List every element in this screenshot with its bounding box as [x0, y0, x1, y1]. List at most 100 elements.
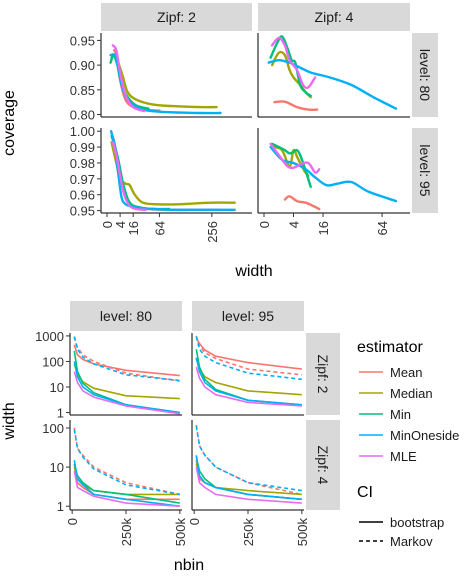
series-line-minoneside [267, 58, 398, 110]
x-tick-label: 250k [241, 518, 256, 547]
y-tick-label: 100 [42, 421, 64, 436]
x-tick-label: 0 [100, 221, 115, 228]
facet-strip-label: level: 80 [417, 49, 433, 101]
series-line-minoneside-bootstrap [195, 357, 302, 406]
y-tick-label: 0.85 [70, 83, 95, 98]
facet-strip-label: Zipf: 4 [315, 446, 331, 485]
panel [69, 333, 182, 416]
series-line-mle-bootstrap [195, 366, 302, 407]
y-tick-label: 0.95 [70, 204, 95, 219]
series-line-mean [112, 137, 222, 212]
series-line-median-bootstrap [73, 363, 180, 400]
series-line-minoneside [109, 53, 222, 115]
x-tick-label: 16 [126, 221, 141, 235]
series-line-mean-bootstrap [73, 463, 180, 501]
legend-label: Markov [390, 534, 433, 549]
x-tick-label: 250k [119, 518, 134, 547]
x-tick-label: 256 [205, 221, 220, 243]
facet-strip [101, 3, 252, 31]
series-line-mean [283, 195, 321, 211]
series-line-min-bootstrap [73, 463, 180, 504]
facet-strip [412, 33, 438, 117]
legend-label: bootstrap [390, 515, 444, 530]
facet-strip [258, 3, 410, 31]
y-tick-label: 0.97 [70, 172, 95, 187]
y-tick-label: 0.90 [70, 58, 95, 73]
facet-strip-label: level: 95 [222, 308, 274, 324]
panel [257, 128, 410, 214]
legend-label: MLE [390, 449, 417, 464]
series-line-mle [111, 141, 147, 211]
x-tick-label: 4 [287, 221, 302, 228]
series-line-min [269, 35, 312, 97]
legend-label: Min [390, 407, 411, 422]
facet-strip-label: Zipf: 2 [157, 9, 196, 25]
panel [100, 128, 252, 214]
legend-title: estimator [357, 339, 423, 356]
y-tick-label: 0.96 [70, 188, 95, 203]
panel [191, 333, 304, 416]
panel [257, 33, 410, 118]
series-line-min [270, 142, 312, 188]
legend-label: Median [390, 386, 433, 401]
facet-strip [70, 301, 182, 331]
series-line-mle-bootstrap [195, 466, 302, 504]
legend-label: MinOneside [390, 428, 459, 443]
y-tick-label: 1.00 [70, 124, 95, 139]
legend-title: CI [357, 484, 373, 501]
series-line-median [110, 141, 236, 206]
series-line-minoneside-bootstrap [195, 455, 302, 501]
y-tick-label: 0.95 [70, 33, 95, 48]
panel [69, 420, 182, 511]
x-axis-title: width [234, 263, 272, 280]
series-line-mean [273, 100, 319, 111]
series-line-mle-bootstrap [73, 470, 180, 507]
y-tick-label: 0.98 [70, 156, 95, 171]
series-line-minoneside-markov [73, 429, 180, 496]
y-tick-label: 10 [50, 380, 64, 395]
x-tick-label: 64 [152, 221, 167, 235]
panel [100, 33, 252, 118]
x-tick-label: 16 [316, 221, 331, 235]
y-tick-label: 1000 [35, 329, 64, 344]
x-tick-label: 0 [65, 518, 80, 525]
legend: estimator Mean Median Min MinOneside MLE CI boo… [357, 339, 459, 549]
series-line-minoneside-markov [195, 426, 302, 492]
series-line-median-bootstrap [195, 358, 302, 396]
x-tick-label: 500k [173, 518, 188, 547]
series-line-mean-bootstrap [73, 344, 180, 377]
facet-strip [412, 128, 438, 213]
y-tick-label: 1 [57, 406, 64, 421]
facet-strip-label: Zipf: 2 [315, 355, 331, 394]
series-line-minoneside [269, 145, 398, 203]
facet-strip-label: level: 95 [417, 144, 433, 196]
series-line-mle-bootstrap [73, 371, 180, 415]
series-line-minoneside-markov [195, 336, 302, 381]
y-tick-label: 1 [57, 499, 64, 514]
series-line-mle [111, 44, 146, 113]
series-line-minoneside-bootstrap [73, 361, 180, 414]
x-axis-title: nbin [174, 557, 204, 574]
series-line-minoneside [109, 130, 236, 212]
facet-strip [306, 333, 340, 415]
x-tick-label: 0 [257, 221, 272, 228]
facet-strip [192, 301, 304, 331]
y-axis-title: coverage [1, 90, 18, 156]
y-tick-label: 0.80 [70, 108, 95, 123]
series-line-median-bootstrap [195, 463, 302, 496]
facet-strip-label: Zipf: 4 [315, 9, 354, 25]
y-tick-label: 100 [42, 354, 64, 369]
y-axis-title: width [1, 402, 18, 440]
facet-strip-label: level: 80 [100, 308, 152, 324]
series-line-mle [269, 142, 321, 174]
series-line-mean-markov [73, 427, 180, 496]
series-line-mean-bootstrap [195, 337, 302, 370]
y-tick-label: 10 [50, 460, 64, 475]
facet-strip [306, 420, 340, 510]
x-tick-label: 0 [187, 518, 202, 525]
legend-label: Mean [390, 365, 423, 380]
series-line-minoneside-markov [73, 336, 180, 382]
y-tick-label: 0.99 [70, 140, 95, 155]
series-line-minoneside-bootstrap [73, 460, 180, 507]
